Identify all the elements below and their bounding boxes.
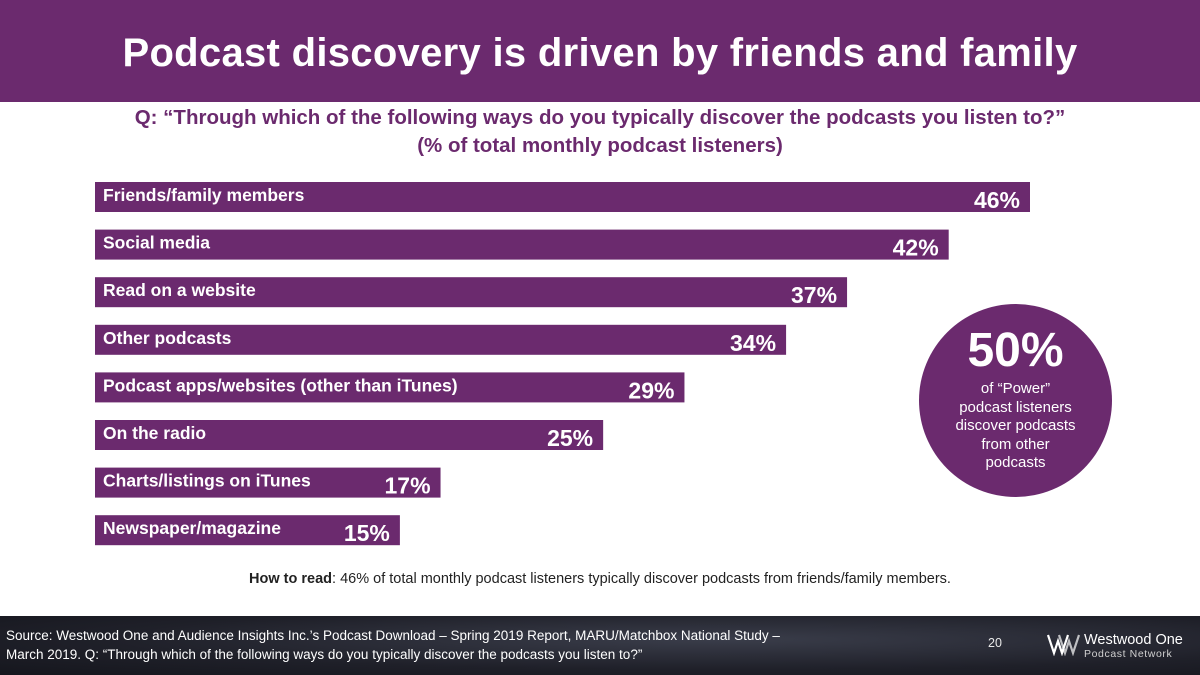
value-label: 46% (974, 187, 1020, 213)
category-label: Podcast apps/websites (other than iTunes… (103, 375, 458, 395)
value-label: 25% (547, 425, 593, 451)
chart-question: Q: “Through which of the following ways … (0, 104, 1200, 160)
callout-line: of “Power” (980, 380, 1051, 397)
how-to-read-note: How to read: 46% of total monthly podcas… (0, 571, 1200, 587)
logo-subtitle: Podcast Network (1084, 648, 1173, 660)
value-label: 17% (384, 473, 430, 499)
source-line-1: Source: Westwood One and Audience Insigh… (6, 628, 780, 643)
bar (95, 277, 848, 308)
callout-line: podcast listeners (959, 398, 1072, 416)
value-label: 42% (893, 235, 939, 261)
westwood-one-logo: Westwood One Podcast Network (1046, 632, 1191, 660)
page-number: 20 (988, 636, 1002, 650)
bar (95, 182, 1030, 212)
bar (95, 467, 441, 498)
how-to-read-text: : 46% of total monthly podcast listeners… (332, 571, 951, 587)
bar (95, 372, 685, 403)
how-to-read-label: How to read (249, 571, 333, 587)
wave-logo-icon (1046, 634, 1080, 656)
page-title: Podcast discovery is driven by friends a… (122, 30, 1078, 75)
source-note: Source: Westwood One and Audience Insigh… (6, 626, 956, 664)
callout-line: podcasts (985, 454, 1046, 471)
bar (95, 324, 787, 355)
category-label: Newspaper/magazine (103, 518, 281, 538)
question-line-1: Q: “Through which of the following ways … (134, 106, 1066, 129)
title-banner: Podcast discovery is driven by friends a… (0, 0, 1200, 102)
bar (95, 229, 949, 260)
value-label: 15% (344, 520, 390, 546)
category-label: Read on a website (103, 280, 256, 300)
category-label: Other podcasts (103, 328, 232, 348)
value-label: 37% (791, 282, 837, 308)
callout-line: from other (981, 435, 1050, 453)
bar (95, 515, 400, 546)
value-label: 34% (730, 330, 776, 356)
source-line-2: March 2019. Q: “Through which of the fol… (6, 647, 643, 662)
category-label: Friends/family members (103, 185, 305, 205)
question-line-2: (% of total monthly podcast listeners) (417, 134, 783, 157)
callout-line: discover podcasts (955, 417, 1076, 434)
category-label: Charts/listings on iTunes (103, 471, 311, 491)
logo-name: Westwood One (1084, 632, 1183, 648)
callout-value: 50% (967, 324, 1064, 377)
footer-bar: Source: Westwood One and Audience Insigh… (0, 616, 1200, 675)
category-label: Social media (103, 233, 210, 253)
power-listeners-callout: 50% of “Power” podcast listeners discove… (919, 304, 1112, 497)
bar (95, 420, 604, 450)
callout-text: of “Power” podcast listeners discover po… (919, 380, 1112, 473)
category-label: On the radio (103, 423, 206, 443)
value-label: 29% (628, 377, 674, 403)
